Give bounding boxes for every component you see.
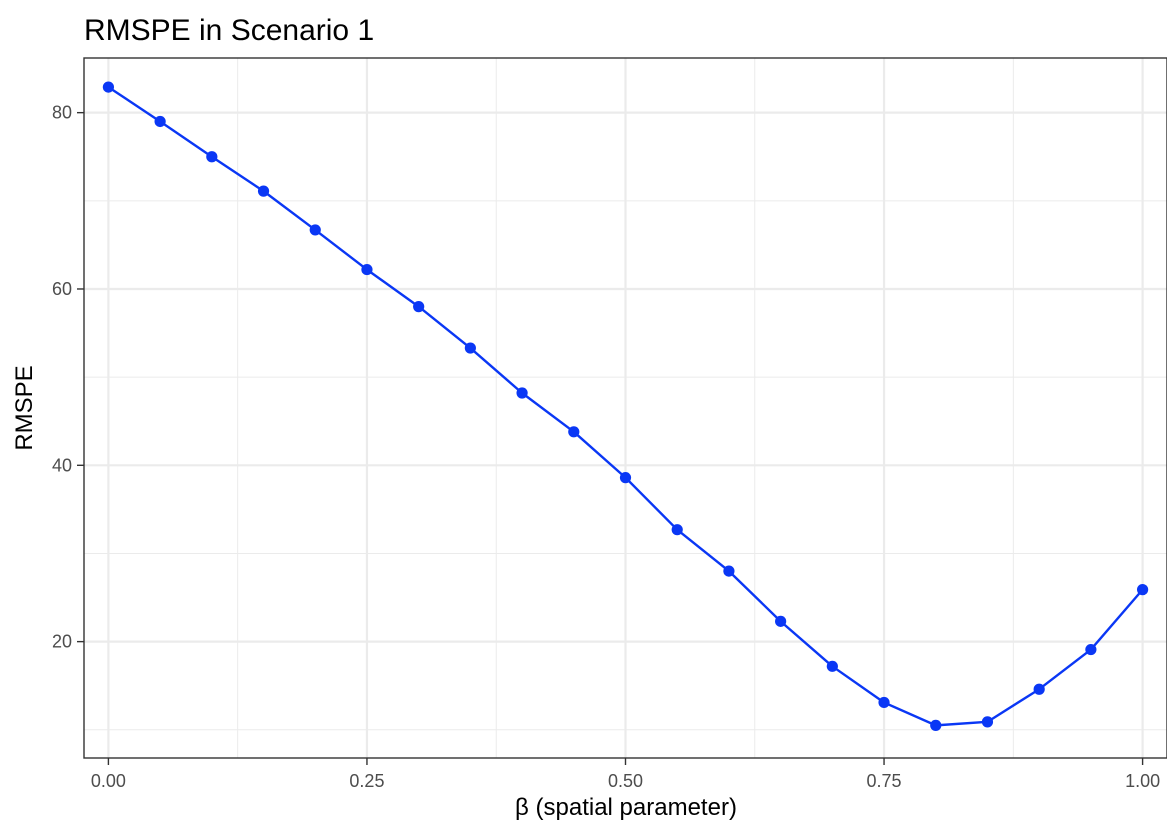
data-point xyxy=(464,342,476,354)
x-axis-title: β (spatial parameter) xyxy=(515,794,737,821)
x-tick-label: 0.00 xyxy=(91,771,126,791)
y-tick-label: 40 xyxy=(52,455,72,475)
y-tick-label: 20 xyxy=(52,632,72,652)
data-point xyxy=(671,524,683,536)
data-point xyxy=(1085,643,1097,656)
data-point xyxy=(723,565,735,577)
data-point xyxy=(1033,683,1045,695)
y-axis-title: RMSPE xyxy=(11,365,38,450)
y-axis: 20 40 60 80 xyxy=(52,103,84,652)
data-point xyxy=(516,387,528,399)
y-tick-label: 60 xyxy=(52,279,72,299)
x-tick-label: 0.75 xyxy=(867,771,902,791)
data-point xyxy=(413,301,425,313)
x-tick-label: 0.50 xyxy=(608,771,643,791)
data-point xyxy=(878,696,890,709)
data-point xyxy=(257,185,270,197)
data-point xyxy=(826,660,838,672)
x-tick-label: 0.25 xyxy=(349,771,384,791)
chart-title: RMSPE in Scenario 1 xyxy=(84,14,374,47)
x-axis: 0.00 0.25 0.50 0.75 1.00 xyxy=(91,758,1160,791)
data-point xyxy=(619,472,632,484)
data-point xyxy=(981,716,994,728)
series-layer xyxy=(102,81,1149,731)
data-point xyxy=(568,426,580,438)
data-point xyxy=(154,115,166,128)
y-tick-label: 80 xyxy=(52,103,72,123)
data-point xyxy=(206,151,218,163)
data-point xyxy=(1136,584,1149,596)
major-gridlines xyxy=(84,58,1167,758)
data-point xyxy=(309,224,321,236)
data-point xyxy=(361,263,373,276)
data-point xyxy=(102,81,115,93)
data-point xyxy=(775,615,787,627)
data-point xyxy=(930,719,942,731)
x-tick-label: 1.00 xyxy=(1125,771,1160,791)
